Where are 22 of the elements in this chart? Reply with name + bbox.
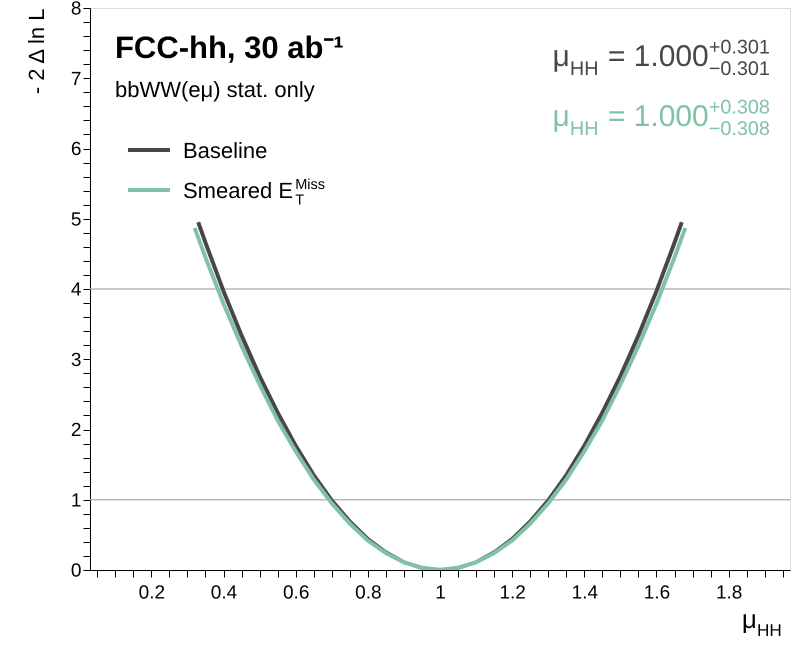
x-tick-label: 0.8 [355, 582, 382, 604]
y-tick-label: 4 [70, 280, 82, 300]
y-tick-label: 7 [70, 68, 82, 90]
y-tick-label: 5 [70, 209, 82, 230]
x-tick-label: 0.4 [210, 582, 238, 604]
x-tick-label: 0.6 [282, 582, 310, 604]
y-axis-title: - 2 Δ ln L [24, 8, 49, 94]
y-tick-label: 8 [70, 0, 82, 20]
y-tick-label: 2 [70, 420, 82, 441]
x-tick-label: 1.6 [644, 582, 670, 604]
text: FCC-hh, 30 ab⁻¹ [115, 30, 344, 65]
x-tick-label: 1.8 [716, 582, 742, 604]
legend-label: Baseline [183, 138, 268, 163]
y-tick-label: 1 [70, 490, 82, 512]
x-tick-label: 1.4 [572, 582, 598, 604]
x-tick-label: 1 [435, 582, 446, 604]
y-tick-label: 0 [70, 560, 82, 582]
x-tick-label: 1.2 [499, 582, 526, 604]
text: bbWW(eμ) stat. only [115, 77, 315, 102]
y-tick-label: 6 [70, 139, 82, 160]
x-tick-label: 0.2 [138, 582, 166, 604]
y-tick-label: 3 [70, 350, 82, 371]
